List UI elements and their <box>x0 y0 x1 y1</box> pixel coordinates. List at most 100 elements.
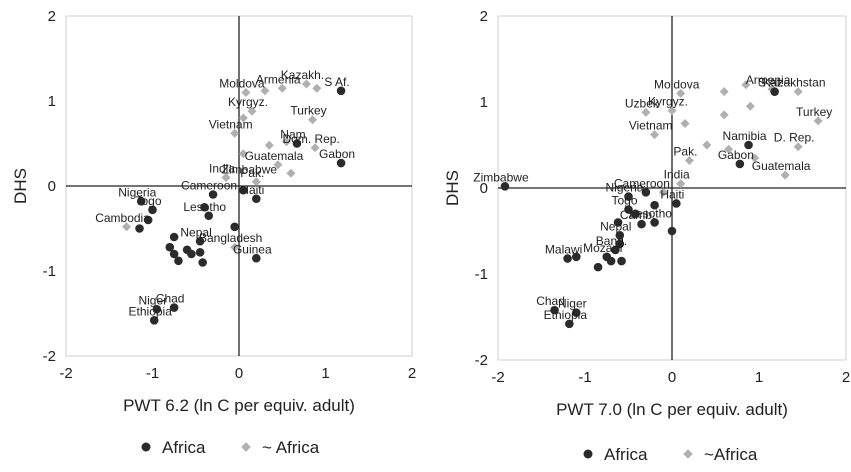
point-label: Zimbabwe <box>473 170 529 184</box>
legend-marker-non-africa <box>241 442 251 452</box>
non-africa-point <box>719 110 729 120</box>
africa-point <box>143 215 153 225</box>
africa-point <box>169 232 179 242</box>
africa-point <box>650 218 659 227</box>
non-africa-point <box>230 128 240 138</box>
y-tick-label: 2 <box>48 8 56 25</box>
africa-point <box>624 205 633 214</box>
point-label: Vietnam <box>209 117 253 131</box>
africa-point <box>230 222 239 232</box>
africa-point <box>550 305 559 315</box>
africa-point <box>615 231 625 240</box>
africa-point <box>292 139 302 148</box>
non-africa-point <box>793 142 803 152</box>
point-label: Kazakh. <box>281 68 324 82</box>
annotation-label: Zimbabwe <box>222 163 278 177</box>
africa-point <box>136 197 146 206</box>
point-label: Camb. <box>620 208 655 222</box>
africa-point <box>204 211 214 221</box>
point-label: Nigeria <box>118 185 156 199</box>
africa-point <box>251 253 261 263</box>
legend-label: Africa <box>162 438 206 457</box>
non-africa-point <box>310 143 320 153</box>
x-axis-title: PWT 7.0 (ln C per equiv. adult) <box>556 400 788 419</box>
africa-point <box>148 205 157 215</box>
africa-point <box>572 308 581 318</box>
africa-point <box>500 181 510 191</box>
legend-marker-africa <box>141 442 151 452</box>
africa-point <box>187 249 196 259</box>
x-tick-label: -2 <box>491 369 504 386</box>
x-tick-label: 0 <box>668 369 676 386</box>
non-africa-point <box>793 87 803 97</box>
africa-point <box>606 256 616 266</box>
point-label: D. Rep. <box>774 131 815 145</box>
non-africa-point <box>741 80 751 90</box>
africa-point <box>169 303 179 312</box>
point-label: Bang. <box>596 234 627 248</box>
y-tick-label: -2 <box>475 352 488 369</box>
non-africa-point <box>308 115 318 125</box>
non-africa-point <box>241 88 251 97</box>
africa-point <box>572 252 581 262</box>
africa-point <box>149 316 159 325</box>
x-axis-title: PWT 6.2 (ln C per equiv. adult) <box>123 396 355 415</box>
africa-point <box>631 209 640 219</box>
point-label: S Af. <box>324 75 349 89</box>
x-tick-label: 1 <box>321 365 329 382</box>
right-scatter-panel: -2 -1 0 1 2 -2 -1 0 1 2 PWT 7.0 (ln C per equiv. a… <box>443 8 850 464</box>
non-africa-point <box>282 137 292 147</box>
point-label: Turkey <box>290 104 326 118</box>
non-africa-point <box>251 177 261 187</box>
non-africa-point <box>230 242 240 252</box>
y-axis-title: DHS <box>11 168 30 204</box>
point-label: Haiti <box>240 183 264 197</box>
africa-point <box>336 86 346 96</box>
legend-label: ~Africa <box>704 445 758 464</box>
non-africa-point <box>719 87 729 97</box>
non-africa-point <box>667 106 677 116</box>
africa-point <box>615 239 625 249</box>
point-label: Kyrgyz. <box>648 95 688 109</box>
point-label: Gabon <box>319 147 355 161</box>
africa-point <box>200 202 209 212</box>
y-axis-title: DHS <box>443 170 462 206</box>
point-label: Niger <box>138 293 167 307</box>
africa-point <box>667 226 677 236</box>
non-africa-point <box>273 160 283 170</box>
point-label: Cameroon <box>614 176 670 190</box>
non-africa-point <box>650 130 660 140</box>
non-africa-point <box>277 83 287 93</box>
non-africa-point <box>301 79 311 89</box>
point-label: Haiti <box>660 187 684 201</box>
non-africa-point <box>813 116 823 126</box>
africa-point <box>135 224 144 233</box>
non-africa-point <box>680 119 690 128</box>
non-africa-point <box>702 140 712 150</box>
africa-point <box>195 248 205 257</box>
point-label: Nam <box>280 128 305 142</box>
legend-marker-non-africa <box>683 449 693 459</box>
non-africa-point <box>641 107 651 117</box>
non-africa-point <box>750 153 760 163</box>
x-tick-label: -1 <box>146 365 159 382</box>
point-label: S Af. <box>758 76 783 90</box>
point-label: Guinea <box>233 242 272 256</box>
point-label: Togo <box>135 194 161 208</box>
point-label: Kyrgyz. <box>228 95 268 109</box>
x-tick-label: 0 <box>235 365 243 382</box>
africa-point <box>565 319 574 329</box>
africa-point <box>617 256 626 266</box>
y-tick-label: -1 <box>43 263 56 280</box>
africa-point <box>624 192 633 201</box>
point-label: Gabon <box>718 148 754 162</box>
point-label: Niger <box>558 297 587 311</box>
point-label: Nigeria <box>605 181 643 195</box>
point-label: Lesotho <box>629 206 672 220</box>
x-tick-label: 2 <box>842 369 850 386</box>
non-africa-point <box>264 140 274 150</box>
point-label: Nepal <box>180 225 211 239</box>
africa-point <box>650 200 659 210</box>
africa-point <box>735 159 745 169</box>
